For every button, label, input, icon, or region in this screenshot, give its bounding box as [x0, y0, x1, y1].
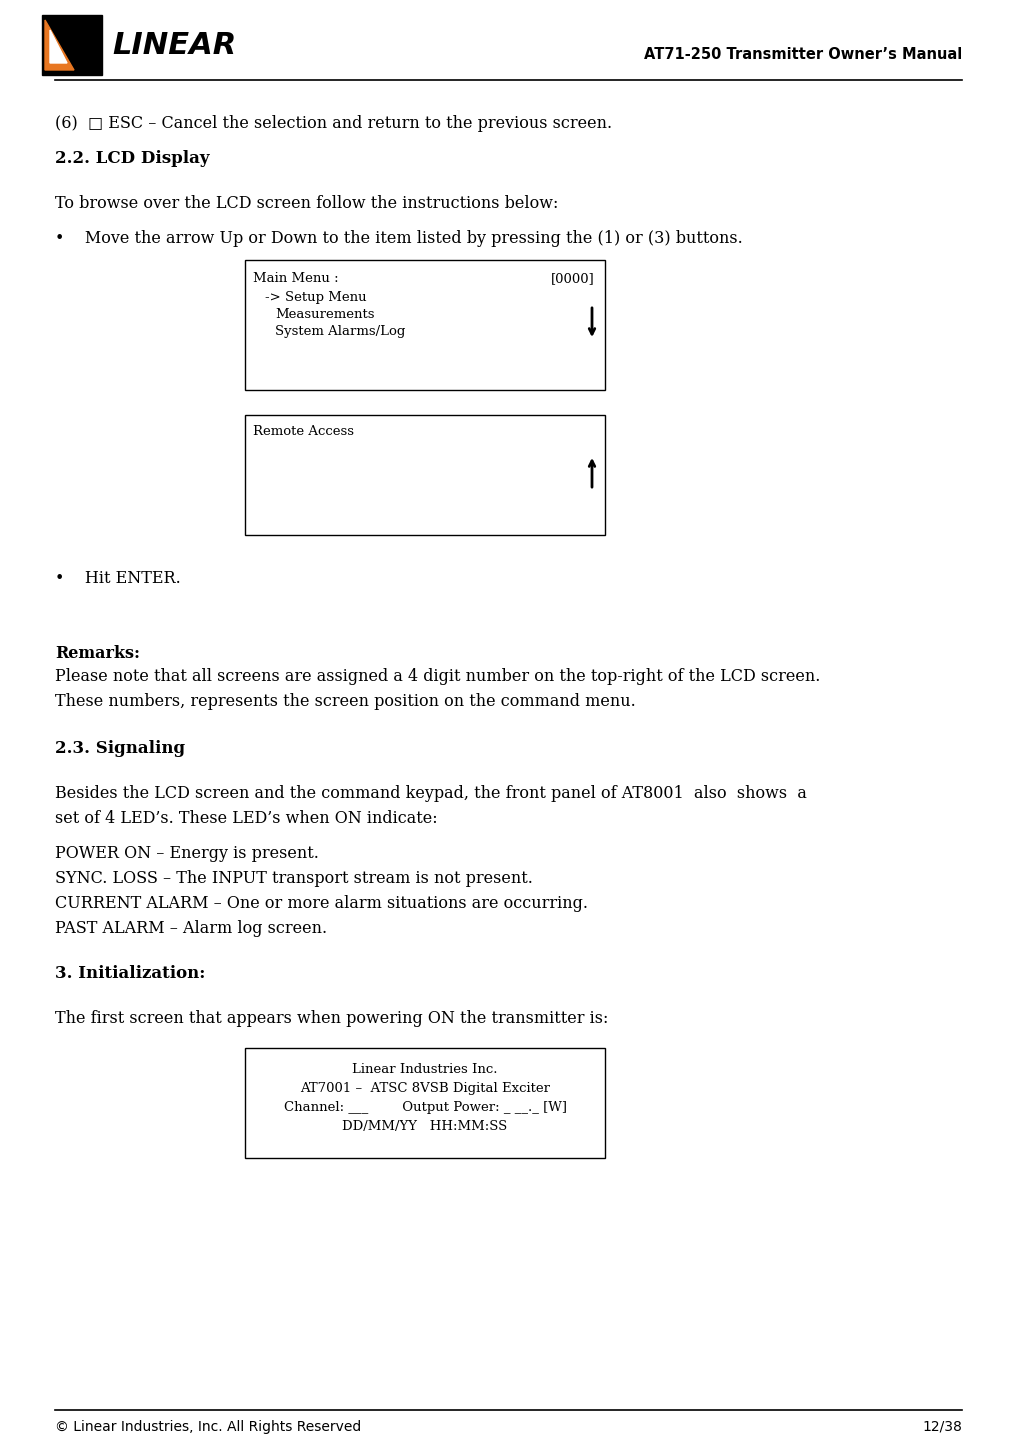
Text: Channel: ___        Output Power: _ __._ [W]: Channel: ___ Output Power: _ __._ [W] — [284, 1101, 566, 1114]
Text: •    Hit ENTER.: • Hit ENTER. — [55, 570, 181, 587]
Bar — [245, 1048, 605, 1159]
Text: AT71-250 Transmitter Owner’s Manual: AT71-250 Transmitter Owner’s Manual — [644, 46, 962, 62]
Text: (6)  □ ESC – Cancel the selection and return to the previous screen.: (6) □ ESC – Cancel the selection and ret… — [55, 115, 612, 132]
Text: 3. Initialization:: 3. Initialization: — [55, 966, 205, 982]
Polygon shape — [50, 30, 67, 62]
Bar — [245, 260, 605, 390]
Text: [0000]: [0000] — [551, 273, 595, 286]
Text: Linear Industries Inc.: Linear Industries Inc. — [352, 1063, 497, 1076]
Text: DD/MM/YY   HH:MM:SS: DD/MM/YY HH:MM:SS — [343, 1119, 507, 1132]
Text: -> Setup Menu: -> Setup Menu — [265, 291, 366, 304]
Text: 2.3. Signaling: 2.3. Signaling — [55, 740, 185, 757]
Bar — [42, 14, 102, 75]
Polygon shape — [45, 20, 74, 70]
Text: •    Move the arrow Up or Down to the item listed by pressing the (1) or (3) but: • Move the arrow Up or Down to the item … — [55, 231, 742, 247]
Text: SYNC. LOSS – The INPUT transport stream is not present.: SYNC. LOSS – The INPUT transport stream … — [55, 870, 533, 887]
Text: Remote Access: Remote Access — [253, 425, 354, 438]
Text: CURRENT ALARM – One or more alarm situations are occurring.: CURRENT ALARM – One or more alarm situat… — [55, 895, 588, 912]
Text: These numbers, represents the screen position on the command menu.: These numbers, represents the screen pos… — [55, 693, 636, 710]
Text: LINEAR: LINEAR — [112, 30, 236, 59]
Text: System Alarms/Log: System Alarms/Log — [275, 325, 406, 338]
Text: Measurements: Measurements — [275, 307, 374, 320]
Text: 2.2. LCD Display: 2.2. LCD Display — [55, 149, 210, 167]
Text: The first screen that appears when powering ON the transmitter is:: The first screen that appears when power… — [55, 1011, 608, 1027]
Text: Remarks:: Remarks: — [55, 645, 140, 663]
Text: Besides the LCD screen and the command keypad, the front panel of AT8001  also  : Besides the LCD screen and the command k… — [55, 784, 806, 802]
Text: AT7001 –  ATSC 8VSB Digital Exciter: AT7001 – ATSC 8VSB Digital Exciter — [300, 1082, 550, 1095]
Text: 12/38: 12/38 — [922, 1420, 962, 1434]
Text: POWER ON – Energy is present.: POWER ON – Energy is present. — [55, 845, 319, 861]
Bar — [245, 415, 605, 535]
Text: Main Menu :: Main Menu : — [253, 273, 339, 286]
Text: set of 4 LED’s. These LED’s when ON indicate:: set of 4 LED’s. These LED’s when ON indi… — [55, 811, 437, 826]
Text: Please note that all screens are assigned a 4 digit number on the top-right of t: Please note that all screens are assigne… — [55, 668, 821, 684]
Text: To browse over the LCD screen follow the instructions below:: To browse over the LCD screen follow the… — [55, 194, 558, 212]
Text: © Linear Industries, Inc. All Rights Reserved: © Linear Industries, Inc. All Rights Res… — [55, 1420, 361, 1434]
Text: PAST ALARM – Alarm log screen.: PAST ALARM – Alarm log screen. — [55, 919, 327, 937]
